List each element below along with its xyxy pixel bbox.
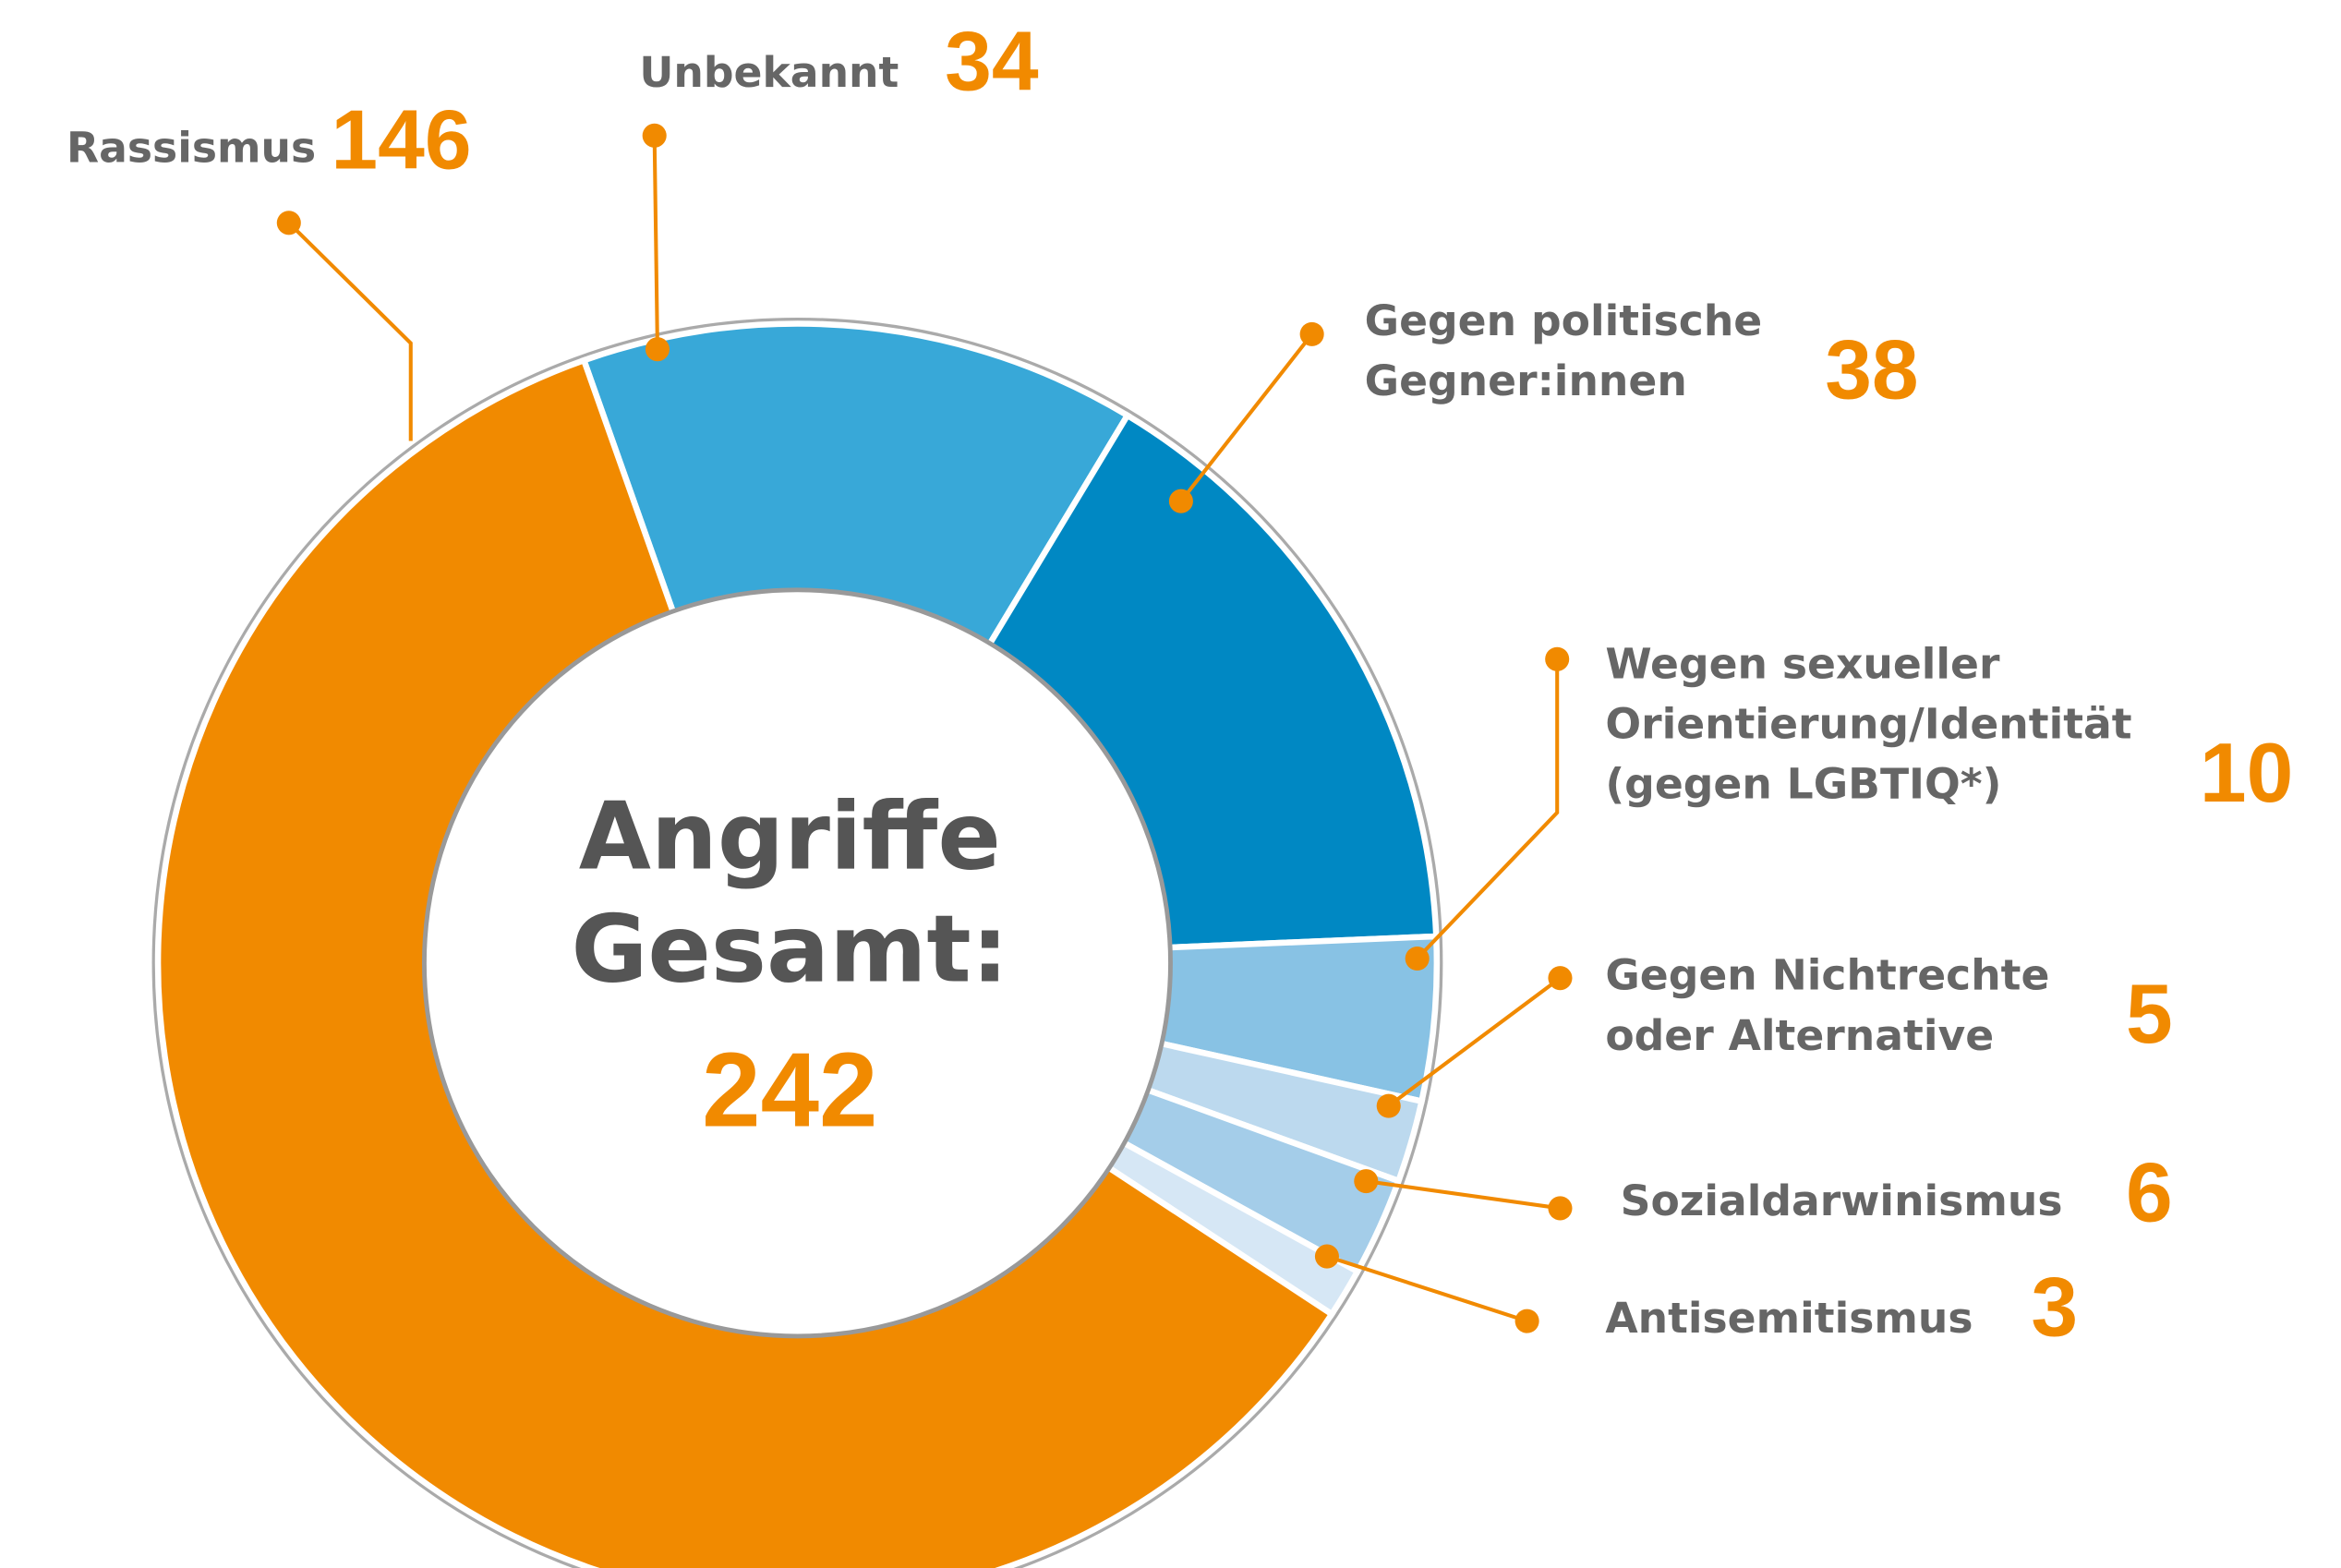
leader-dot	[1299, 321, 1324, 346]
leader-dot	[1545, 646, 1570, 671]
slice-label: Wegen sexueller	[1605, 639, 2000, 688]
center-label: Angriffe	[579, 781, 1001, 890]
leader-line	[1366, 1179, 1561, 1211]
leader-dot	[1376, 1093, 1401, 1118]
slice-label: Orientierung/Identität	[1605, 700, 2131, 749]
leader-dot	[1354, 1169, 1379, 1194]
value-label: 34	[945, 15, 1039, 109]
center-label: Gesamt:	[572, 895, 1009, 1004]
slice-label: Rassismus	[66, 124, 316, 173]
slice-label: Antisemitismus	[1605, 1294, 1973, 1343]
center-total: 242	[702, 1032, 877, 1150]
leader-line	[1387, 976, 1562, 1108]
leader-line	[652, 135, 659, 350]
leader-dot	[1314, 1244, 1339, 1269]
leader-dot	[1514, 1309, 1539, 1333]
slice-label: Gegen Nichtrechte	[1605, 951, 2049, 1000]
leader-dot	[1405, 946, 1430, 971]
value-label: 3	[2031, 1260, 2078, 1355]
leader-line	[1416, 658, 1560, 960]
slice-label: Unbekannt	[639, 48, 899, 97]
donut-hole	[421, 587, 1173, 1339]
value-label: 5	[2126, 967, 2173, 1061]
leader-line	[287, 221, 413, 441]
leader-line	[1179, 332, 1314, 502]
slices	[154, 320, 1441, 1568]
leader-dot	[642, 123, 667, 148]
value-label: 10	[2200, 726, 2293, 820]
leader-dot	[1168, 488, 1193, 513]
leader-line	[1326, 1254, 1528, 1323]
slice-label: Gegner:innen	[1365, 356, 1687, 405]
leader-dot	[645, 337, 670, 362]
slice-label: Sozialdarwinismus	[1621, 1176, 2063, 1225]
slice-label: oder Alternative	[1605, 1011, 1994, 1060]
leader-dot	[1548, 1196, 1573, 1221]
value-label: 38	[1825, 323, 1918, 417]
value-label: 6	[2126, 1146, 2173, 1240]
leader-dot	[276, 211, 301, 235]
leader-dot	[1548, 966, 1573, 991]
value-label: 146	[331, 92, 471, 187]
slice-label: Gegen politische	[1365, 296, 1763, 345]
slice-label: (gegen LGBTIQ*)	[1605, 760, 2001, 809]
